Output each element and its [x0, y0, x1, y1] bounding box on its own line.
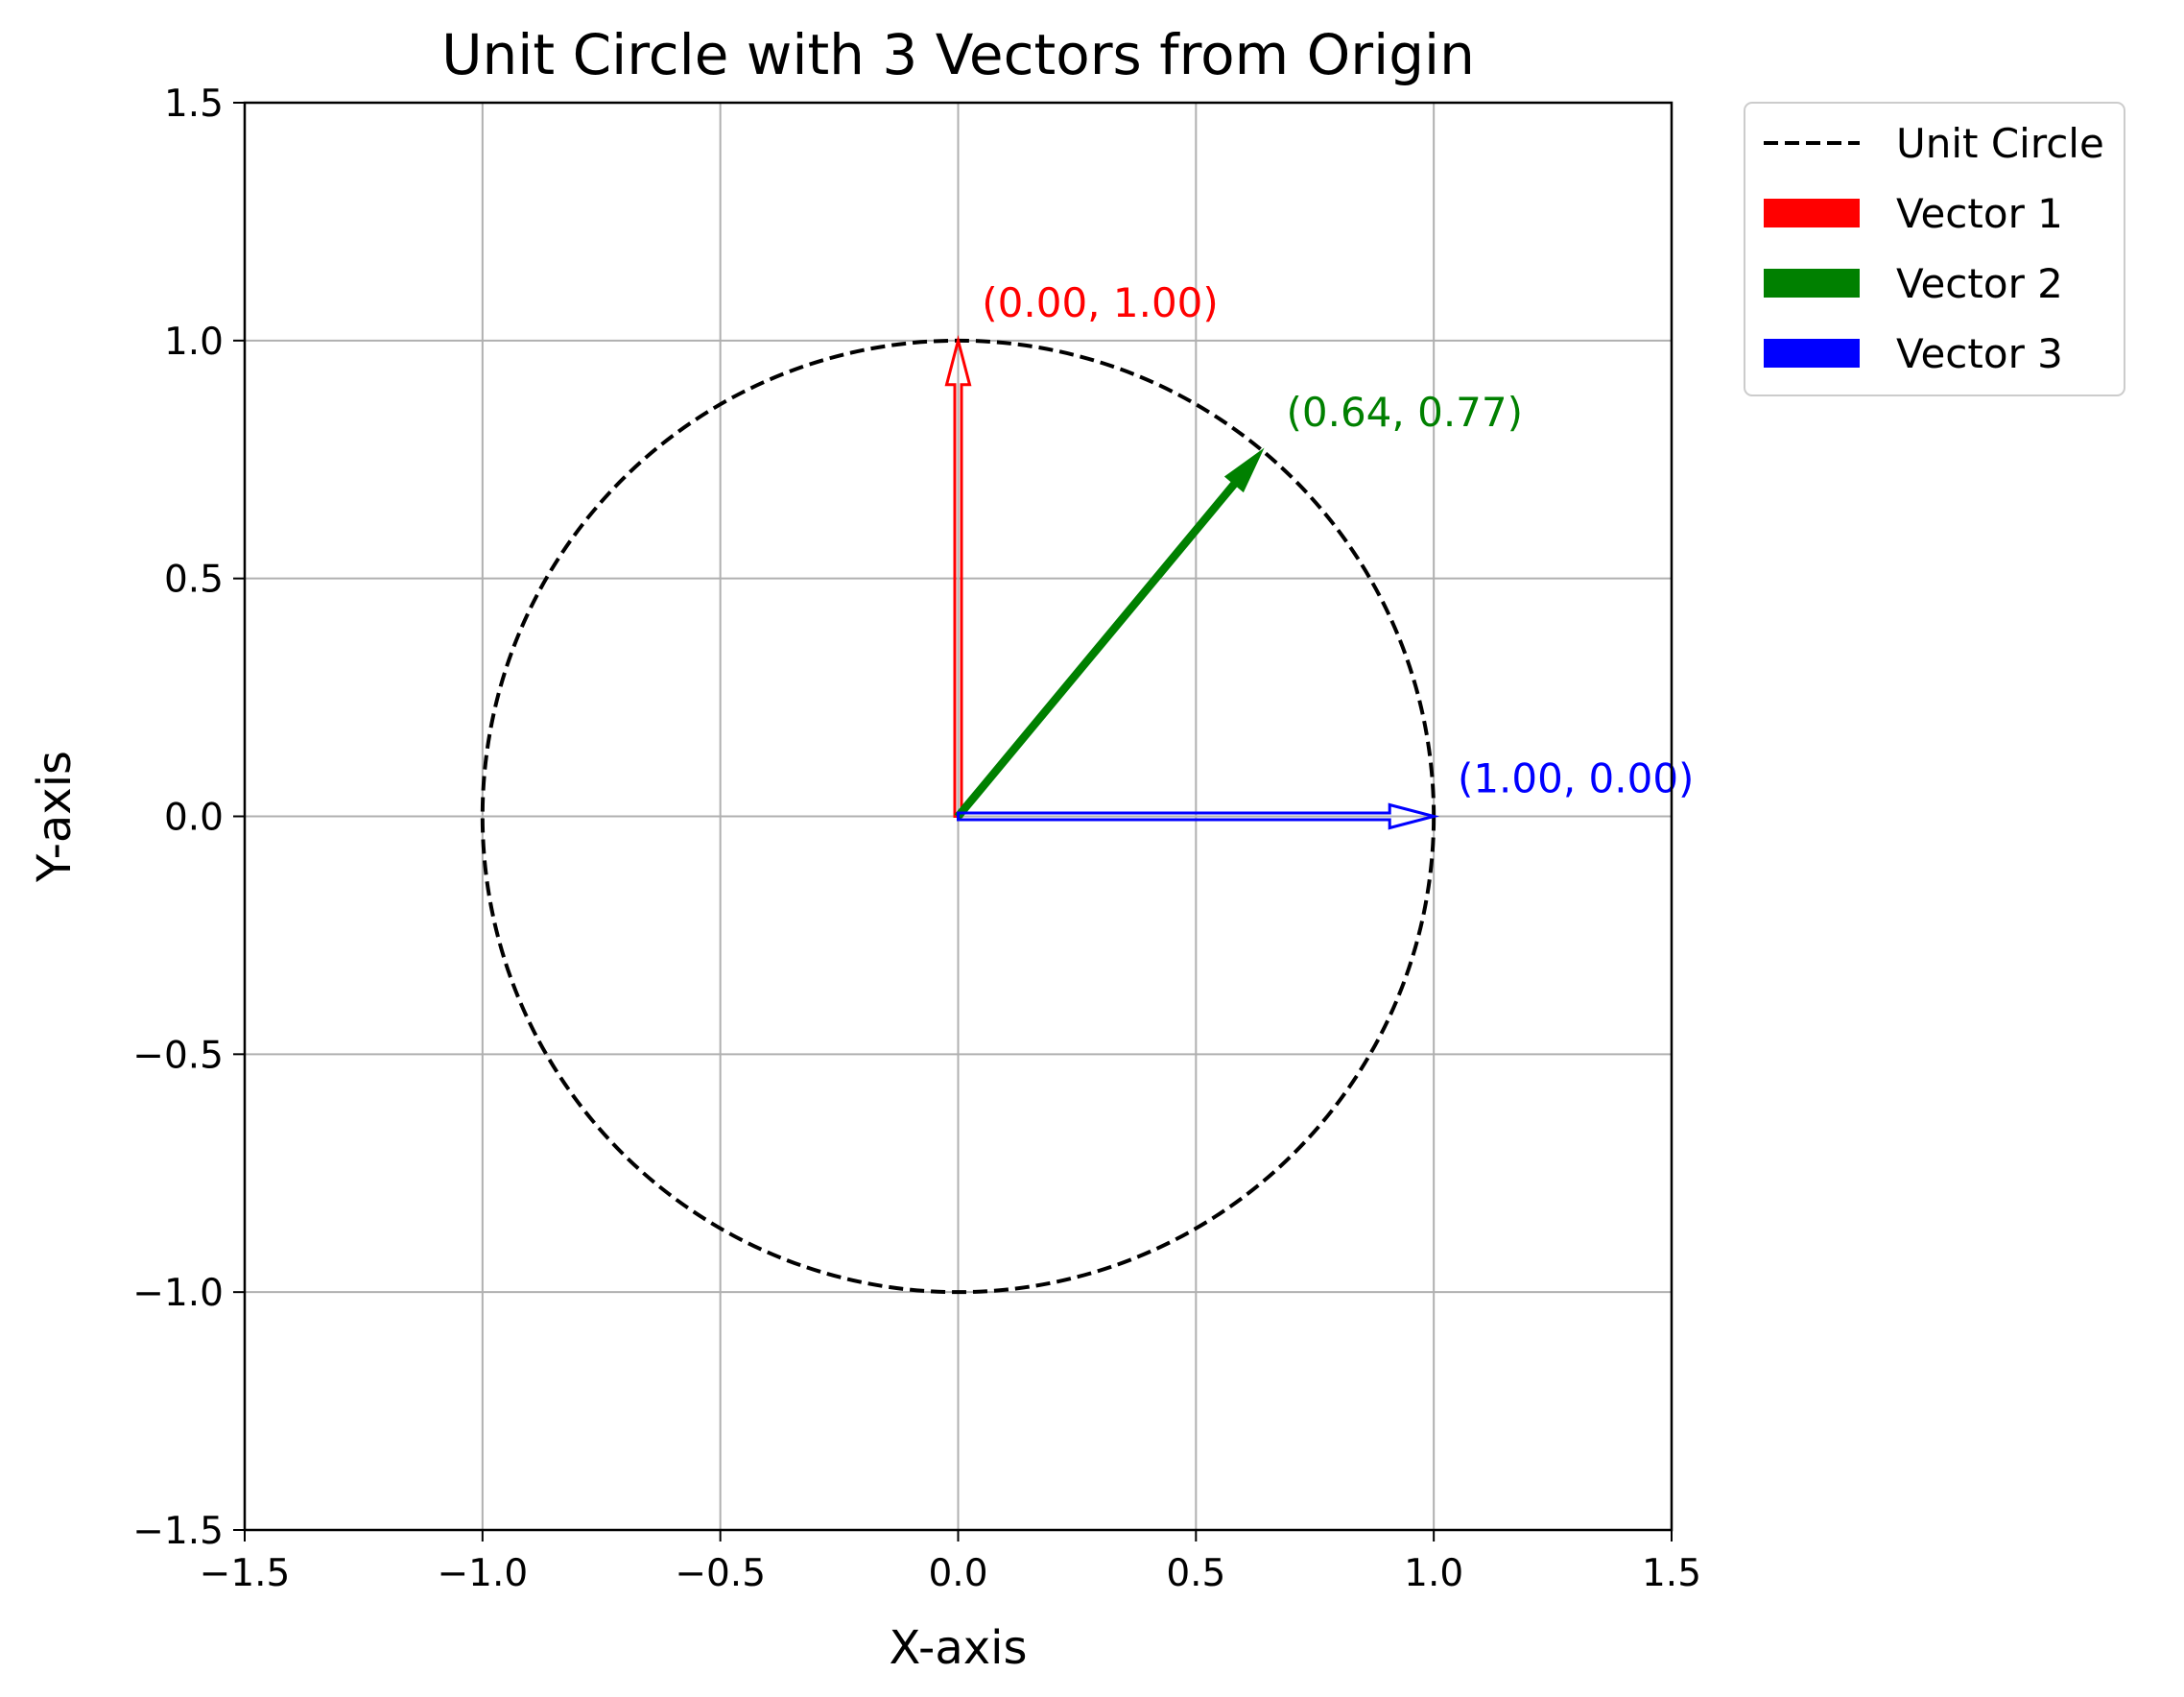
legend-label: Vector 1 [1896, 190, 2063, 237]
x-tick-label: 1.5 [1642, 1552, 1701, 1595]
legend-swatch [1764, 339, 1860, 368]
vector-3-arrow [957, 802, 1440, 830]
vector-3-label: (1.00, 0.00) [1458, 755, 1695, 802]
axis-ticks: −1.5 −1.0 −0.5 0.0 0.5 1.0 1.5 −1.5 −1.0 −0.5 0.0 0… [132, 83, 1701, 1595]
y-tick-label: −1.0 [132, 1272, 224, 1315]
x-tick-label: −0.5 [675, 1552, 766, 1595]
chart-title: Unit Circle with 3 Vectors from Origin [441, 22, 1475, 87]
legend-swatch [1764, 269, 1860, 298]
x-axis-label: X-axis [890, 1621, 1028, 1675]
y-tick-label: 1.0 [164, 321, 224, 364]
vector-2-label: (0.64, 0.77) [1287, 389, 1524, 436]
x-tick-label: −1.5 [200, 1552, 291, 1595]
legend: Unit Circle Vector 1 Vector 2 Vector 3 [1744, 102, 2125, 396]
vector-1-label: (0.00, 1.00) [982, 279, 1219, 326]
vector-2-arrow [954, 447, 1265, 820]
plot-area: (0.00, 1.00) (0.64, 0.77) (1.00, 0.00) [480, 279, 1695, 1295]
y-tick-label: −0.5 [132, 1034, 224, 1077]
y-axis-label: Y-axis [28, 751, 82, 883]
legend-swatch [1764, 199, 1860, 227]
legend-item-vector-2: Vector 2 [1764, 260, 2063, 307]
y-tick-label: 0.5 [164, 559, 224, 602]
vector-1-arrow [944, 334, 972, 818]
legend-item-unit-circle: Unit Circle [1764, 120, 2104, 167]
x-tick-label: 0.0 [928, 1552, 987, 1595]
legend-label: Unit Circle [1896, 120, 2104, 167]
y-tick-label: −1.5 [132, 1510, 224, 1553]
y-tick-label: 1.5 [164, 83, 224, 126]
x-tick-label: −1.0 [437, 1552, 528, 1595]
x-tick-label: 1.0 [1404, 1552, 1463, 1595]
legend-item-vector-3: Vector 3 [1764, 330, 2063, 377]
legend-frame [1744, 102, 2125, 396]
legend-label: Vector 3 [1896, 330, 2063, 377]
x-tick-label: 0.5 [1166, 1552, 1225, 1595]
y-tick-label: 0.0 [164, 797, 224, 840]
legend-item-vector-1: Vector 1 [1764, 190, 2063, 237]
legend-label: Vector 2 [1896, 260, 2063, 307]
